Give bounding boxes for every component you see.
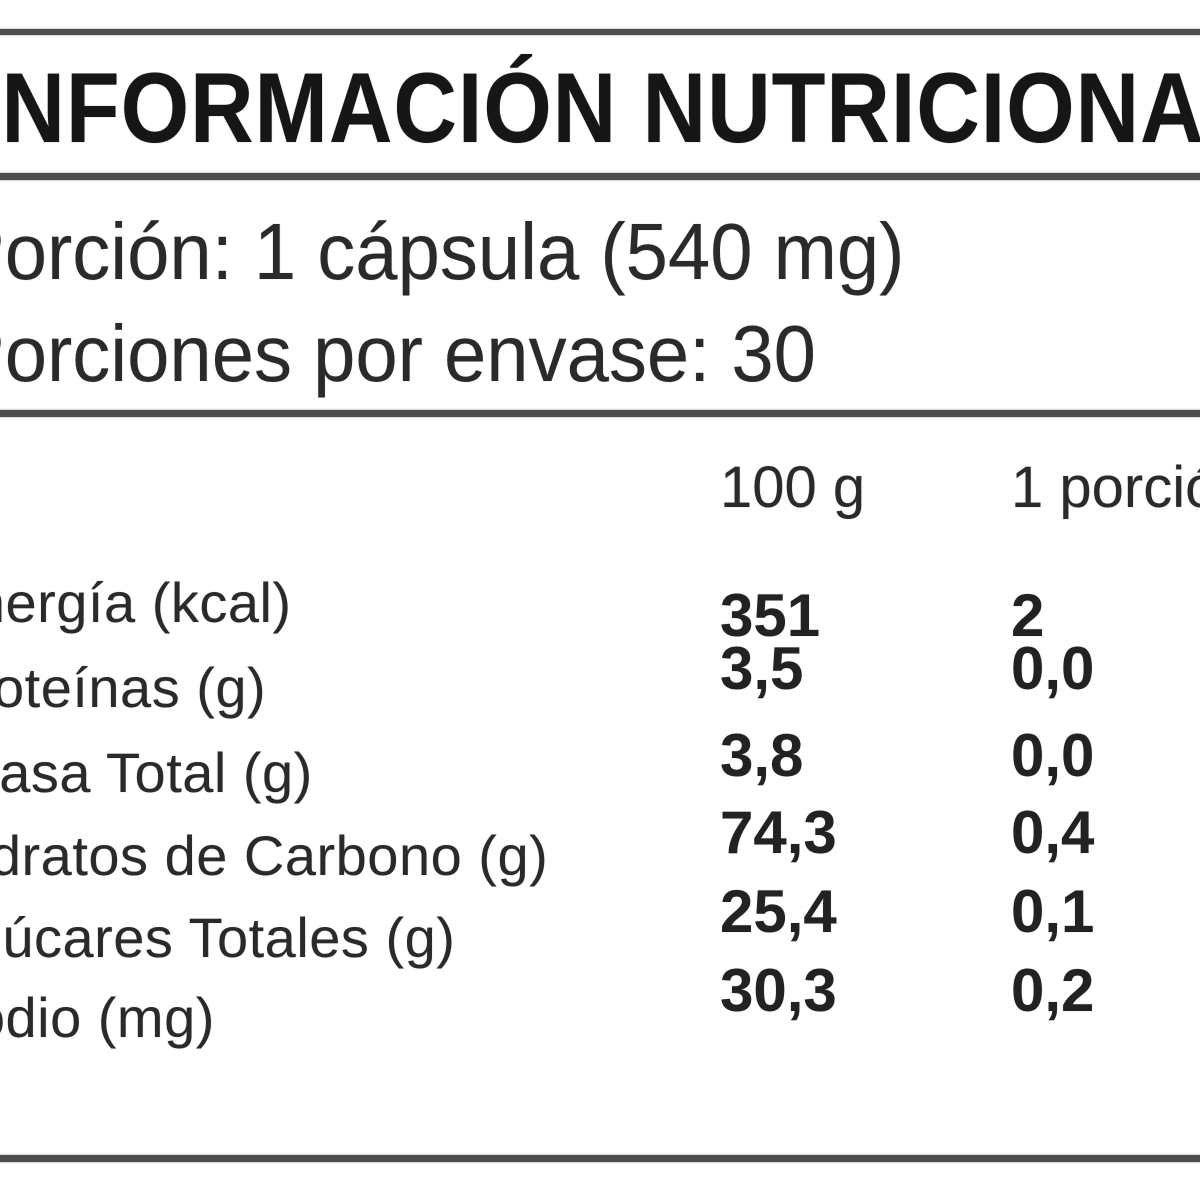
value-energia-100g: 351 (720, 582, 821, 649)
divider-below-title (0, 173, 1200, 180)
value-proteinas-porcion: 0,0 (1011, 635, 1095, 702)
value-sodio-porcion: 0,2 (1011, 957, 1095, 1024)
servings-per-container-line: Porciones por envase: 30 (0, 309, 816, 398)
column-header-porcion: 1 porción (1011, 455, 1200, 520)
row-label-grasa-total: Grasa Total (g) (0, 741, 313, 804)
label-title: INFORMACIÓN NUTRICIONAL (0, 52, 1200, 163)
value-azucares-100g: 25,4 (720, 878, 837, 945)
value-hidratos-porcion: 0,4 (1011, 799, 1095, 866)
value-proteinas-100g: 3,5 (720, 635, 804, 702)
serving-size-line: Porción: 1 cápsula (540 mg) (0, 207, 905, 296)
row-label-azucares: Azúcares Totales (g) (0, 906, 456, 969)
row-label-proteinas: Proteínas (g) (0, 656, 267, 719)
value-sodio-100g: 30,3 (720, 957, 837, 1024)
value-grasa-porcion: 0,0 (1011, 722, 1095, 789)
value-energia-porcion: 2 (1011, 582, 1045, 649)
divider-top (0, 29, 1200, 35)
row-label-sodio: Sodio (mg) (0, 986, 215, 1049)
divider-bottom (0, 1155, 1200, 1162)
value-azucares-porcion: 0,1 (1011, 878, 1095, 945)
row-label-hidratos: Hidratos de Carbono (g) (0, 824, 549, 887)
row-label-energia: Energía (kcal) (0, 571, 292, 634)
value-hidratos-100g: 74,3 (720, 799, 837, 866)
column-header-100g: 100 g (720, 455, 866, 520)
value-grasa-100g: 3,8 (720, 722, 804, 789)
divider-below-serving (0, 410, 1200, 417)
